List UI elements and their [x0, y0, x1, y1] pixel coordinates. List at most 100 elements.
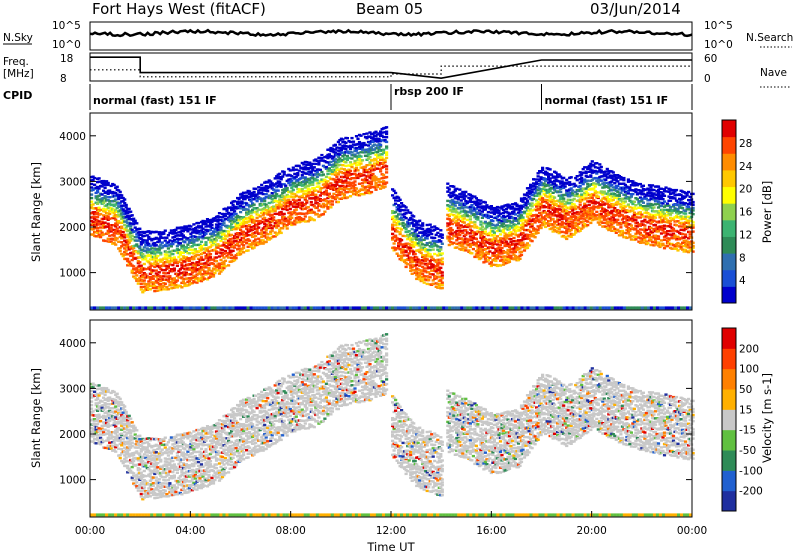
power-cell — [518, 229, 522, 232]
power-cell — [174, 280, 178, 283]
power-cell — [341, 138, 345, 141]
power-cell — [571, 209, 575, 212]
power-cell — [418, 272, 422, 275]
power-cell — [611, 171, 615, 174]
power-cell — [227, 232, 231, 236]
power-cell — [270, 187, 274, 190]
power-cell — [641, 215, 645, 218]
power-cell — [189, 225, 193, 228]
power-cell — [593, 185, 597, 188]
power-cell — [345, 190, 349, 194]
power-cell — [222, 256, 226, 259]
power-cell — [406, 220, 410, 224]
power-cell — [491, 244, 495, 247]
power-cell — [410, 258, 414, 261]
power-cell — [421, 272, 425, 276]
power-cell — [309, 208, 313, 211]
power-cell — [462, 221, 466, 224]
power-cell — [180, 276, 184, 279]
power-cell — [449, 230, 453, 233]
power-cell — [553, 228, 557, 232]
power-cell — [360, 146, 365, 149]
power-cell — [249, 211, 253, 215]
power-cell — [623, 197, 627, 200]
power-cell — [541, 183, 545, 187]
power-cell — [635, 221, 639, 225]
power-cell — [127, 248, 131, 251]
power-cell — [293, 219, 297, 223]
power-cell — [568, 181, 572, 184]
power-cell — [287, 216, 291, 219]
power-cell — [604, 225, 608, 228]
power-cell — [181, 226, 185, 230]
power-cell — [527, 189, 531, 193]
power-cell — [300, 189, 304, 193]
power-cell — [201, 227, 205, 230]
power-cell — [263, 234, 267, 238]
power-cell — [350, 177, 354, 180]
power-cell — [344, 187, 348, 190]
power-cell — [501, 260, 506, 263]
power-cell — [623, 190, 627, 194]
power-cell — [144, 249, 148, 253]
power-cell — [204, 257, 208, 260]
power-cell — [332, 186, 336, 189]
nsearch-label: N.Search — [746, 32, 793, 44]
power-cell — [145, 234, 149, 237]
power-cell — [628, 206, 632, 209]
power-cell — [124, 249, 128, 252]
power-cell — [213, 248, 217, 251]
power-cell — [467, 223, 471, 226]
power-cell — [398, 254, 402, 258]
power-cell — [427, 255, 431, 258]
power-cell — [94, 235, 98, 238]
power-cell — [356, 161, 360, 164]
power-cell — [436, 245, 440, 248]
power-cell — [646, 187, 650, 190]
power-cell — [260, 232, 264, 236]
power-cell — [584, 190, 588, 193]
power-cell — [605, 209, 609, 213]
power-cell — [266, 219, 270, 223]
power-cell — [556, 210, 560, 213]
power-cell — [559, 225, 563, 229]
power-cell — [178, 230, 182, 234]
power-cell — [560, 218, 564, 221]
power-cell — [333, 151, 337, 154]
power-cell — [554, 184, 558, 187]
power-cell — [266, 236, 270, 239]
power-cell — [616, 184, 620, 188]
power-cell — [120, 217, 124, 220]
power-cell — [180, 237, 184, 241]
power-cell — [211, 275, 216, 278]
power-cell — [604, 178, 608, 181]
power-cell — [504, 207, 509, 211]
power-cell — [329, 154, 333, 158]
power-cell — [464, 190, 468, 194]
power-cell — [303, 198, 307, 201]
power-cell — [462, 239, 466, 242]
power-cell — [130, 237, 134, 241]
power-cell — [106, 215, 110, 218]
power-cell — [584, 172, 588, 175]
power-cell — [270, 213, 274, 217]
power-cell — [124, 210, 128, 213]
power-cell — [366, 144, 371, 147]
power-cell — [320, 186, 324, 190]
power-cell — [305, 201, 309, 204]
power-cell — [613, 227, 617, 231]
power-cell — [264, 240, 268, 244]
power-cell — [638, 204, 642, 207]
power-cell — [225, 255, 229, 258]
power-cell — [574, 217, 578, 220]
power-cell — [248, 220, 252, 223]
power-cell — [327, 176, 331, 179]
power-cell — [142, 289, 146, 292]
power-cell — [336, 189, 340, 192]
power-cell — [619, 176, 623, 179]
power-cell — [213, 219, 217, 222]
power-cell — [545, 213, 549, 216]
power-cell — [302, 218, 306, 221]
power-cell — [96, 211, 100, 214]
power-cell — [592, 199, 596, 202]
